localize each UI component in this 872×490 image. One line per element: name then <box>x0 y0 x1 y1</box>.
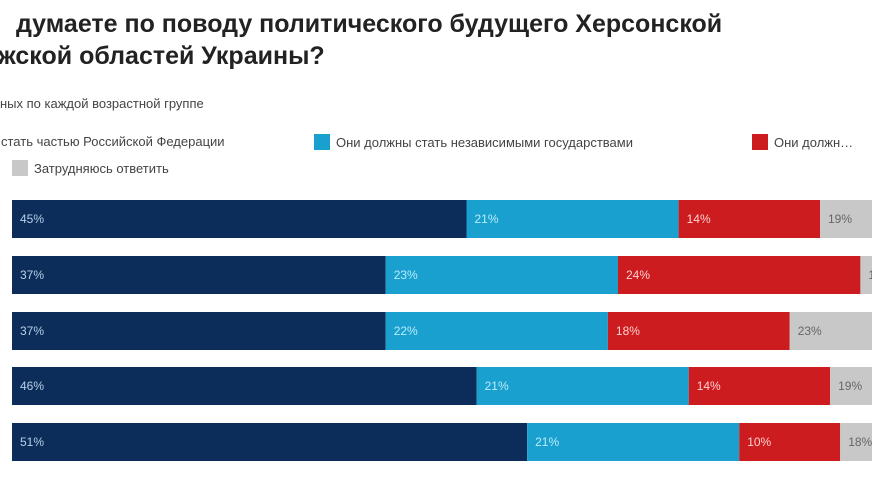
bar-value-label: 19% <box>838 379 862 393</box>
chart-title: думаете по поводу политического будущего… <box>0 8 722 72</box>
bar-segment <box>860 256 872 294</box>
bar-segment <box>12 367 477 405</box>
bar-value-label: 51% <box>20 435 44 449</box>
bar-segment <box>12 312 386 350</box>
bar-value-label: 24% <box>626 268 650 282</box>
bar-value-label: 18% <box>848 435 872 449</box>
legend-item-russia: …стать частью Российской Федерации <box>0 134 225 149</box>
bar-value-label: 14% <box>697 379 721 393</box>
legend-item-independent: Они должны стать независимыми государств… <box>314 134 633 150</box>
title-line-1: думаете по поводу политического будущего… <box>16 10 723 38</box>
legend-item-undecided: Затрудняюсь ответить <box>12 160 169 176</box>
bar-value-label: 22% <box>394 324 418 338</box>
bar-value-label: 21% <box>475 212 499 226</box>
bar-segment <box>678 200 820 238</box>
bar-value-label: 18% <box>616 324 640 338</box>
bar-value-label: 37% <box>20 268 44 282</box>
bar-segment <box>476 367 689 405</box>
bar-segment <box>618 256 861 294</box>
bar-segment <box>385 256 618 294</box>
legend-swatch <box>314 134 330 150</box>
bar-segment <box>12 423 528 461</box>
legend-label: Затрудняюсь ответить <box>34 160 169 176</box>
bar-segment <box>385 312 608 350</box>
bar-segment <box>820 200 872 238</box>
legend-label: …стать частью Российской Федерации <box>0 134 225 149</box>
bar-segment <box>840 423 872 461</box>
bar-segment <box>12 200 467 238</box>
bar-segment <box>12 256 386 294</box>
bar-value-label: 21% <box>485 379 509 393</box>
bar-value-label: 45% <box>20 212 44 226</box>
bar-value-label: 10% <box>747 435 771 449</box>
bar-value-label: 23% <box>798 324 822 338</box>
bar-segment <box>688 367 831 405</box>
title-line-2: жской областей Украины? <box>0 42 325 70</box>
bar-value-label: 16% <box>868 268 872 282</box>
chart-subtitle: ных по каждой возрастной группе <box>0 96 204 111</box>
bar-segment <box>466 200 679 238</box>
bar-value-label: 21% <box>535 435 559 449</box>
legend-label: Они должн… <box>774 134 854 150</box>
legend-label: Они должны стать независимыми государств… <box>336 134 633 150</box>
legend-swatch <box>12 160 28 176</box>
bar-value-label: 19% <box>828 212 852 226</box>
legend-item-ukraine: Они должн… <box>752 134 853 150</box>
bar-value-label: 23% <box>394 268 418 282</box>
bar-segment <box>527 423 740 461</box>
legend-swatch <box>752 134 768 150</box>
bar-value-label: 37% <box>20 324 44 338</box>
bar-segment <box>607 312 790 350</box>
bar-segment <box>789 312 872 350</box>
bar-segment <box>830 367 872 405</box>
bar-segment <box>739 423 841 461</box>
bar-value-label: 46% <box>20 379 44 393</box>
bar-value-label: 14% <box>687 212 711 226</box>
